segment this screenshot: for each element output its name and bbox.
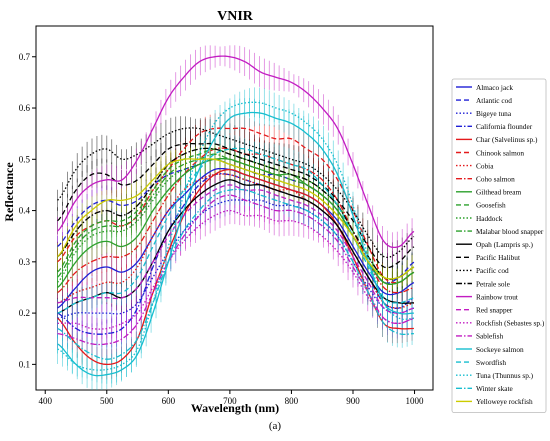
legend-label: Pacific cod — [476, 266, 509, 275]
legend-box — [451, 78, 547, 413]
series-line — [57, 184, 415, 314]
plot-area: 400 500 600 700 800 900 1000 0.1 0.2 0.3 0.4 0.5 0.6… — [19, 25, 434, 406]
legend-label: Red snapper — [476, 306, 513, 315]
y-tick-label: 0.6 — [19, 103, 31, 113]
series-line — [57, 194, 415, 346]
x-tick-label: 900 — [346, 396, 360, 406]
y-tick-label: 0.4 — [19, 206, 31, 216]
series-line — [57, 209, 415, 330]
x-tick-label: 1000 — [406, 396, 425, 406]
x-tick-label: 600 — [162, 396, 176, 406]
series-line — [57, 168, 414, 366]
legend-label: Opah (Lampris sp.) — [476, 240, 534, 249]
legend-label: Malabar blood snapper — [476, 227, 544, 236]
series-line — [57, 188, 414, 360]
legend-label: Haddock — [476, 214, 503, 223]
x-tick-label: 800 — [285, 396, 299, 406]
series-group — [57, 45, 415, 390]
series-line — [57, 101, 414, 371]
series-line — [57, 147, 415, 294]
axes-frame — [35, 25, 434, 391]
legend-label: Coho salmon — [476, 175, 515, 184]
legend-label: Winter skate — [476, 384, 513, 393]
series-line — [57, 147, 415, 280]
figure-caption: (a) — [268, 420, 282, 432]
legend-label: Char (Salvelinus sp.) — [476, 135, 538, 144]
legend-label: Rockfish (Sebastes sp.) — [476, 319, 545, 328]
series-line — [57, 148, 415, 280]
y-tick-label: 0.3 — [19, 257, 31, 267]
x-tick-label: 400 — [38, 396, 52, 406]
series-line — [57, 158, 415, 285]
y-tick-label: 0.2 — [19, 308, 30, 318]
legend-label: Goosefish — [476, 201, 506, 210]
series-line — [57, 173, 415, 335]
y-axis-label: Reflectance — [2, 162, 16, 222]
series-line — [57, 127, 415, 259]
x-tick-label: 500 — [100, 396, 114, 406]
legend-label: Gilthead bream — [476, 188, 522, 197]
legend-label: California flounder — [476, 122, 533, 131]
legend-label: Chinook salmon — [476, 148, 524, 157]
series-line — [57, 173, 415, 309]
legend-label: Pacific Halibut — [476, 253, 520, 262]
series-line — [57, 158, 415, 280]
series-line — [57, 111, 414, 377]
legend-label: Cobia — [476, 161, 494, 170]
y-tick-label: 0.7 — [19, 52, 31, 62]
x-axis-label: Wavelength (nm) — [191, 401, 279, 415]
y-tick-label: 0.1 — [19, 359, 30, 369]
legend-label: Yelloweye rockfish — [476, 397, 533, 406]
series-line — [57, 55, 415, 249]
legend-label: Sockeye salmon — [476, 345, 524, 354]
chart-title: VNIR — [217, 9, 254, 24]
legend-label: Tuna (Thunnus sp.) — [476, 371, 534, 380]
legend-label: Swordfish — [476, 358, 506, 367]
series-line — [57, 199, 415, 319]
legend-label: Petrale sole — [476, 279, 510, 288]
x-tick-label: 700 — [223, 396, 237, 406]
series-line — [57, 179, 414, 314]
legend: Almaco jack Atlantic cod Bigeye tuna Califo… — [451, 78, 547, 413]
legend-label: Almaco jack — [476, 83, 513, 92]
legend-label: Atlantic cod — [476, 96, 512, 105]
y-tick-label: 0.5 — [19, 154, 31, 164]
legend-label: Bigeye tuna — [476, 109, 512, 118]
error-bars — [57, 174, 413, 375]
legend-label: Rainbow trout — [476, 292, 518, 301]
legend-label: Sablefish — [476, 332, 504, 341]
